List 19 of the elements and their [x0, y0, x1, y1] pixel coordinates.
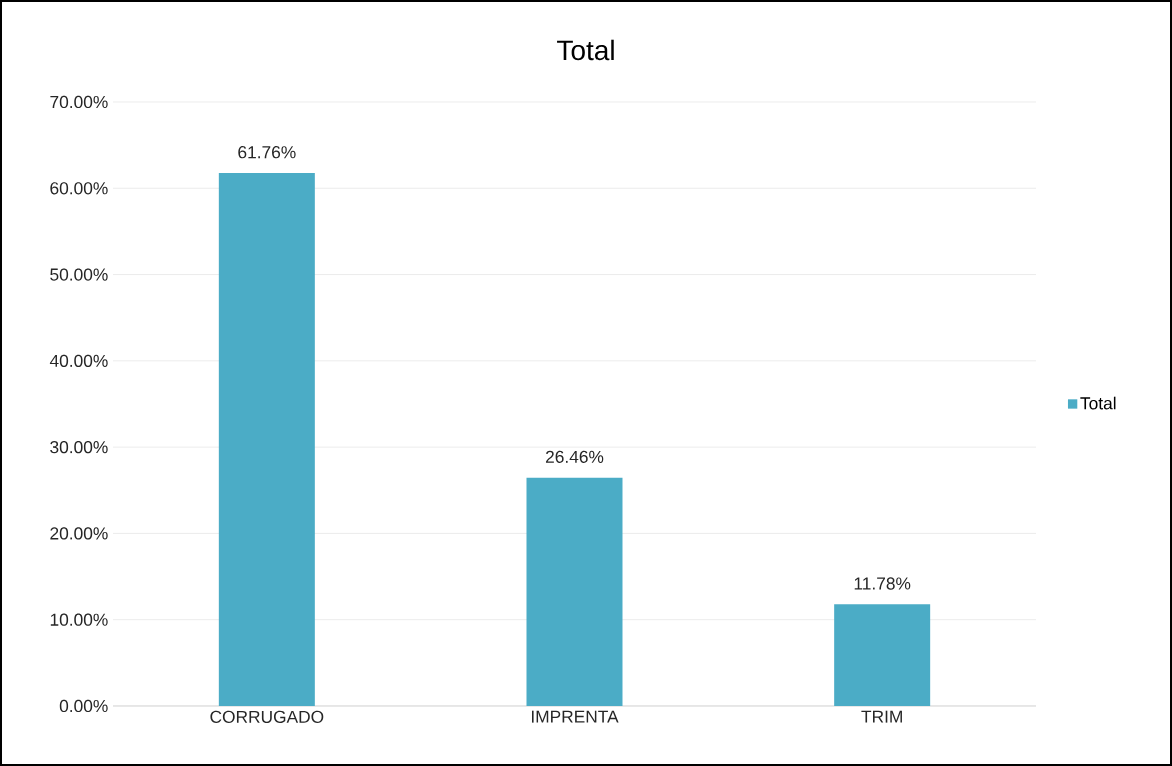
chart-title: Total	[557, 39, 614, 61]
bar	[218, 173, 315, 706]
x-tick-label: CORRUGADO	[210, 710, 324, 723]
data-label: 61.76%	[238, 146, 296, 159]
y-tick-label: 0.00%	[59, 699, 108, 713]
y-tick-label: 60.00%	[50, 182, 108, 195]
bar	[834, 604, 931, 706]
data-label: 26.46%	[545, 450, 604, 463]
legend-label: Total	[1080, 396, 1116, 410]
x-tick-label: IMPRENTA	[531, 710, 619, 723]
y-tick-label: 50.00%	[50, 268, 108, 281]
y-tick-label: 40.00%	[49, 354, 108, 367]
y-tick-label: 70.00%	[50, 95, 108, 109]
bar	[526, 477, 623, 706]
data-label: 11.78%	[854, 577, 911, 590]
y-tick-label: 10.00%	[50, 613, 108, 626]
y-tick-label: 20.00%	[50, 527, 108, 540]
y-tick-label: 30.00%	[50, 440, 108, 454]
x-tick-label: TRIM	[861, 710, 902, 723]
